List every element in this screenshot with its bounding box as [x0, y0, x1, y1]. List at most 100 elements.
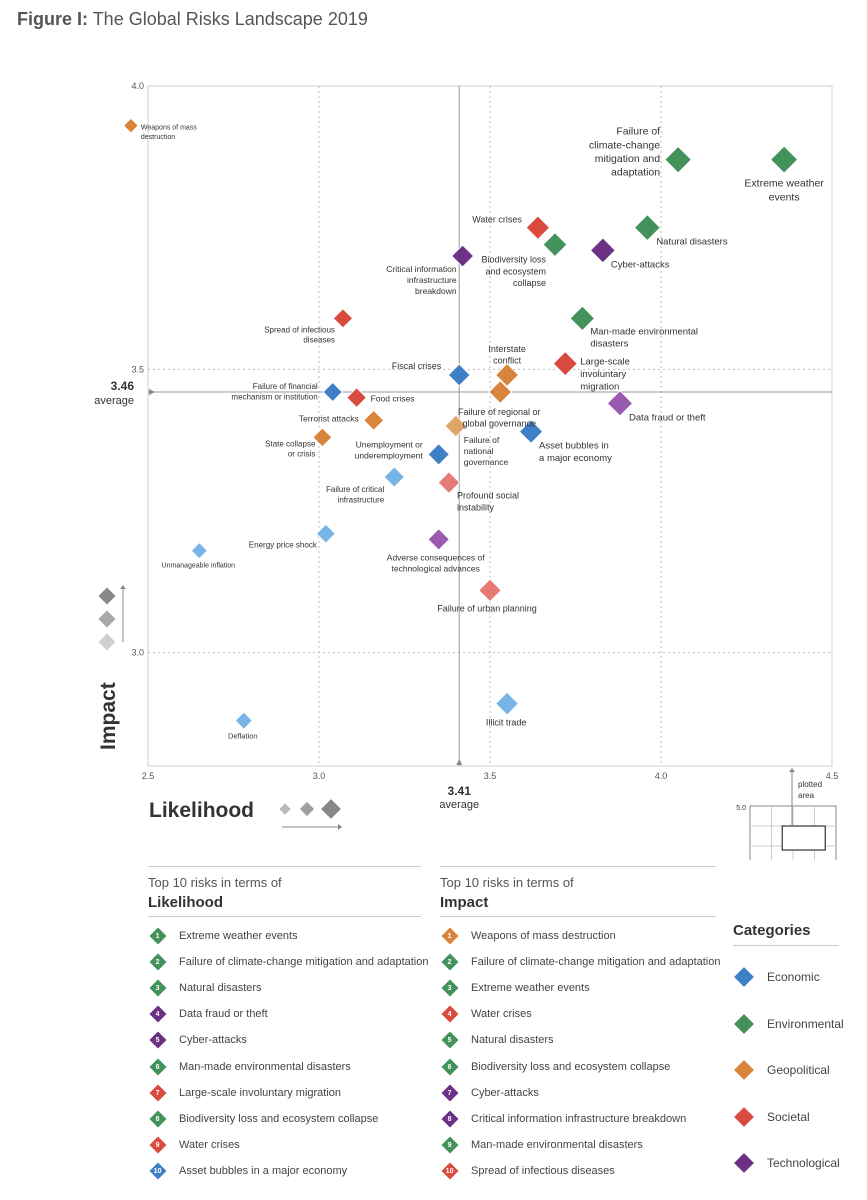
- rank-number: 5: [448, 1036, 452, 1044]
- x-axis-title: Likelihood: [149, 799, 254, 822]
- rank-badge: 10: [441, 1162, 459, 1180]
- risk-point-label: Failure of urban planning: [437, 603, 537, 613]
- ranked-risk-item: 10 Spread of infectious diseases: [440, 1161, 615, 1181]
- risk-point-label-line: Terrorist attacks: [299, 413, 359, 423]
- risk-point-label-line: Failure of: [616, 126, 660, 138]
- category-legend-item: Societal: [733, 1106, 810, 1127]
- risk-point-label-line: Water crises: [472, 215, 522, 225]
- category-label: Technological: [767, 1156, 840, 1170]
- risk-point: [495, 363, 519, 387]
- risk-point-label: Extreme weather events: [744, 178, 824, 204]
- risk-point-label: Spread of infectious diseases: [264, 325, 335, 344]
- likelihood-scale-diamond: [299, 801, 315, 817]
- risk-point: [312, 427, 333, 448]
- risk-point-label-line: infrastructure: [407, 275, 457, 285]
- rank-number: 5: [156, 1036, 160, 1044]
- categories-legend: Categories Economic Environmental Geopolit…: [733, 922, 844, 1182]
- risk-point: [589, 237, 616, 264]
- risk-point: [444, 414, 468, 438]
- rank-badge: 6: [441, 1058, 459, 1075]
- y-tick-label: 4.0: [131, 81, 144, 91]
- ranked-risk-label: Extreme weather events: [471, 982, 590, 995]
- rank-number: 6: [156, 1063, 160, 1070]
- risk-point: [447, 363, 471, 387]
- ranked-risk-item: 1 Weapons of mass destruction: [440, 926, 616, 946]
- rank-number: 3: [448, 984, 452, 992]
- category-swatch: [734, 1106, 754, 1127]
- rank-number: 1: [448, 932, 452, 940]
- risk-point-label-line: migration: [580, 381, 619, 392]
- risk-point-label-line: Asset bubbles in: [539, 441, 609, 452]
- panel-rule: [148, 916, 421, 917]
- risk-point-label-line: events: [769, 191, 800, 203]
- risk-point-label-line: underemployment: [355, 450, 424, 460]
- rank-badge: 9: [149, 1136, 167, 1154]
- risk-point: [427, 528, 450, 551]
- panel-rule: [440, 866, 716, 867]
- y-tick-label: 3.5: [131, 364, 144, 374]
- impact-scale-diamond: [98, 633, 116, 651]
- ranked-risk-item: 3 Extreme weather events: [440, 978, 590, 998]
- ranked-risk-item: 7 Cyber-attacks: [440, 1083, 539, 1103]
- risk-point-label: State collapse or crisis: [265, 439, 316, 458]
- risk-point: [518, 419, 544, 444]
- risk-point-label-line: Unmanageable inflation: [162, 563, 236, 570]
- panel-heading: Impact: [440, 894, 489, 911]
- rank-badge: 3: [149, 979, 167, 997]
- likelihood-scale-diamond: [279, 803, 291, 815]
- ranked-risk-item: 7 Large-scale involuntary migration: [148, 1083, 341, 1103]
- rank-number: 10: [446, 1167, 454, 1175]
- figure-title-bold: Figure I:: [17, 9, 88, 29]
- risk-point-label-line: or crisis: [288, 450, 316, 459]
- ranked-risk-item: 10 Asset bubbles in a major economy: [148, 1161, 347, 1181]
- risk-point-label-line: climate-change: [589, 139, 660, 151]
- risk-point-label: Unmanageable inflation: [162, 563, 236, 570]
- risk-point-label-line: Unemployment or: [356, 439, 423, 449]
- ranked-risk-label: Asset bubbles in a major economy: [179, 1164, 348, 1177]
- rank-badge: 7: [441, 1084, 459, 1102]
- risk-point-label: Terrorist attacks: [299, 413, 359, 423]
- rank-badge: 8: [149, 1110, 167, 1128]
- y-tick-label: 3.0: [131, 648, 144, 658]
- category-legend-item: Geopolitical: [733, 1060, 830, 1080]
- risk-point-label-line: a major economy: [539, 453, 612, 464]
- risk-point-label: Cyber-attacks: [611, 259, 670, 270]
- rank-number: 8: [448, 1115, 452, 1123]
- rank-badge: 4: [149, 1005, 167, 1023]
- risk-point-label-line: and ecosystem: [485, 266, 546, 276]
- category-legend-item: Technological: [733, 1153, 840, 1173]
- risk-point: [552, 351, 578, 377]
- risk-point-label-line: Fiscal crises: [392, 361, 442, 371]
- risk-point-label-line: Adverse consequences of: [387, 552, 485, 562]
- ranked-risk-label: Large-scale involuntary migration: [179, 1086, 342, 1099]
- risk-point: [437, 471, 461, 494]
- ranked-risk-label: Natural disasters: [179, 982, 262, 995]
- risk-point-label-line: Food crises: [371, 394, 415, 404]
- ranked-risk-item: 5 Natural disasters: [440, 1030, 554, 1050]
- likelihood-arrow-head: [338, 824, 342, 830]
- ranked-risk-label: Failure of climate-change mitigation and…: [471, 956, 721, 969]
- label-layer: Weapons of mass destruction Failure of clim…: [141, 125, 824, 741]
- ranked-risk-item: 2 Failure of climate-change mitigation an…: [440, 952, 720, 972]
- x-tick-label: 3.0: [313, 771, 326, 781]
- risk-point-label-line: mechanism or institution: [231, 392, 317, 401]
- risk-point-label: Profound social instability: [457, 491, 519, 513]
- rank-number: 2: [156, 958, 160, 966]
- risk-landscape-chart: 2.5 3.0 3.5 4.0 4.53.03.54.03.41average3.46a…: [94, 81, 838, 860]
- risk-point-label: Critical information infrastructure breakd…: [386, 264, 457, 296]
- likelihood-list: 1 Extreme weather events 2 Failure of clima…: [148, 927, 428, 1196]
- risk-point-label-line: Natural disasters: [656, 237, 728, 248]
- risk-point-label-line: diseases: [303, 336, 335, 345]
- rank-badge: 6: [149, 1058, 167, 1075]
- ranked-risk-item: 4 Water crises: [440, 1004, 532, 1024]
- risk-point-label-line: Failure of regional or: [458, 407, 541, 417]
- risk-point: [495, 691, 519, 716]
- risk-point-label: Failure of national governance: [464, 435, 509, 467]
- ranked-risk-item: 8 Biodiversity loss and ecosystem collaps…: [148, 1109, 378, 1129]
- inset-tick: 5.0: [736, 805, 746, 812]
- risk-point-label: Failure of critical infrastructure: [326, 485, 385, 504]
- ranked-risk-label: Natural disasters: [471, 1034, 554, 1047]
- risk-point-label-line: Deflation: [228, 732, 258, 741]
- ranked-risk-item: 1 Extreme weather events: [148, 926, 298, 946]
